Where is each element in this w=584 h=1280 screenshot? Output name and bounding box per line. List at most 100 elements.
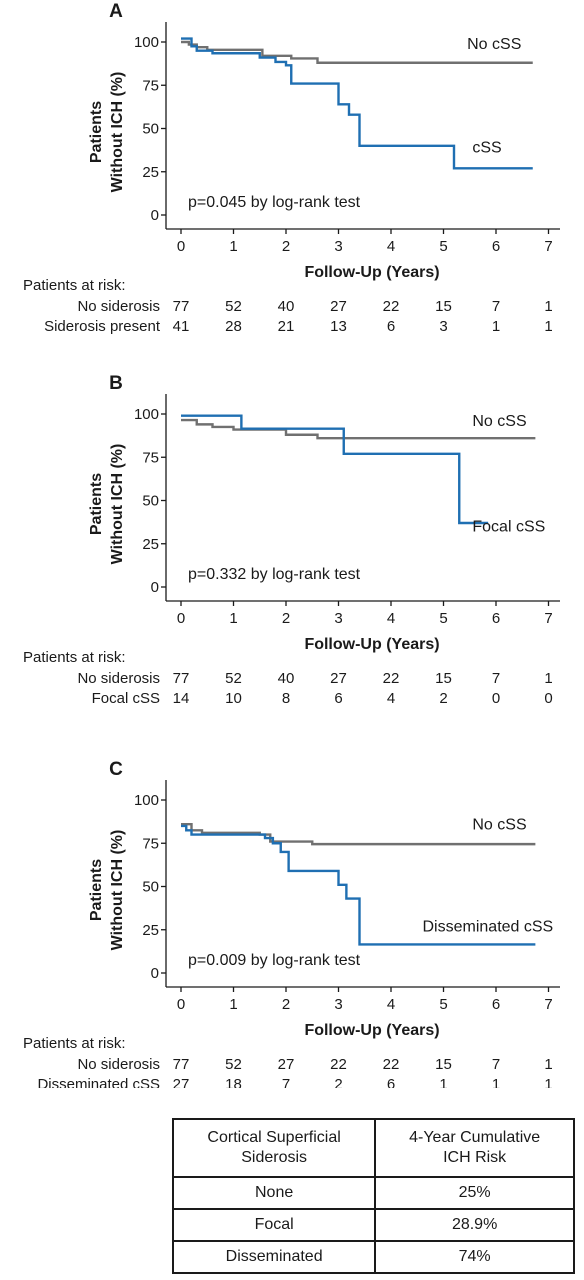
at-risk-count: 15 — [435, 670, 452, 687]
x-tick-label: 2 — [282, 238, 290, 255]
x-tick-label: 4 — [387, 238, 395, 255]
at-risk-count: 52 — [225, 670, 242, 687]
at-risk-count: 52 — [225, 1056, 242, 1073]
x-tick-label: 3 — [334, 996, 342, 1013]
cumulative-risk-table: Cortical Superficial Siderosis 4-Year Cu… — [171, 1118, 575, 1274]
at-risk-count: 4 — [387, 690, 395, 707]
table-cell: 25% — [374, 1176, 575, 1210]
table-row: Disseminated 74% — [171, 1240, 575, 1274]
x-tick-label: 0 — [177, 996, 185, 1013]
at-risk-count: 2 — [439, 690, 447, 707]
x-tick-label: 7 — [544, 610, 552, 627]
at-risk-count: 0 — [492, 690, 500, 707]
at-risk-count: 1 — [544, 298, 552, 315]
y-axis-title: Patients Without ICH (%) — [88, 72, 126, 193]
y-tick-label: 100 — [134, 792, 159, 809]
x-axis-title: Follow-Up (Years) — [304, 1022, 439, 1039]
at-risk-count: 7 — [492, 670, 500, 687]
x-axis-title: Follow-Up (Years) — [304, 264, 439, 281]
y-axis-title: Patients Without ICH (%) — [88, 830, 126, 951]
survival-curve — [181, 37, 533, 170]
at-risk-count: 1 — [544, 1056, 552, 1073]
table-row: None 25% — [171, 1176, 575, 1210]
at-risk-count: 41 — [173, 318, 190, 335]
series-label: No cSS — [472, 413, 526, 430]
at-risk-header: Patients at risk: — [23, 1035, 126, 1052]
x-tick-label: 6 — [492, 996, 500, 1013]
at-risk-count: 14 — [173, 690, 190, 707]
y-tick-label: 0 — [151, 965, 159, 982]
y-axis-title-line1: Patients — [88, 101, 105, 163]
risk-table-header-siderosis: Cortical Superficial Siderosis — [171, 1118, 377, 1178]
x-tick-label: 0 — [177, 610, 185, 627]
x-tick-label: 2 — [282, 610, 290, 627]
y-tick-label: 25 — [142, 536, 159, 553]
at-risk-count: 52 — [225, 298, 242, 315]
at-risk-count: 22 — [383, 1056, 400, 1073]
series-label: No cSS — [472, 816, 526, 833]
y-axis-title: Patients Without ICH (%) — [88, 444, 126, 565]
header-line: ICH Risk — [443, 1149, 507, 1166]
at-risk-count: 1 — [492, 318, 500, 335]
at-risk-row-label: Siderosis present — [44, 318, 161, 335]
at-risk-count: 27 — [330, 298, 347, 315]
risk-table-header-risk: 4-Year Cumulative ICH Risk — [374, 1118, 575, 1178]
at-risk-header: Patients at risk: — [23, 277, 126, 294]
at-risk-count: 1 — [439, 1076, 447, 1088]
kaplan-meier-panel-a: A 0 25 50 75 100 0 1 2 3 4 5 6 7 Follow-Up (Years) Pati… — [23, 1, 560, 335]
y-axis-title-line2: Without ICH (%) — [109, 72, 126, 193]
x-tick-label: 4 — [387, 610, 395, 627]
series-label: Focal cSS — [472, 519, 545, 536]
at-risk-count: 13 — [330, 318, 347, 335]
at-risk-count: 15 — [435, 298, 452, 315]
y-axis-title-line1: Patients — [88, 473, 105, 535]
at-risk-count: 22 — [330, 1056, 347, 1073]
p-value-annotation: p=0.009 by log-rank test — [188, 952, 361, 969]
table-cell: None — [171, 1176, 377, 1210]
y-tick-label: 75 — [142, 449, 159, 466]
at-risk-count: 27 — [173, 1076, 190, 1088]
p-value-annotation: p=0.332 by log-rank test — [188, 566, 361, 583]
at-risk-count: 22 — [383, 298, 400, 315]
table-cell: Disseminated — [171, 1240, 377, 1274]
at-risk-count: 10 — [225, 690, 242, 707]
survival-curve — [181, 824, 536, 946]
p-value-annotation: p=0.045 by log-rank test — [188, 194, 361, 211]
at-risk-count: 77 — [173, 298, 190, 315]
at-risk-count: 15 — [435, 1056, 452, 1073]
header-line: Siderosis — [241, 1149, 308, 1166]
header-line: 4-Year Cumulative — [409, 1129, 541, 1146]
at-risk-count: 21 — [278, 318, 295, 335]
at-risk-count: 18 — [225, 1076, 242, 1088]
kaplan-meier-panel-c: C 0 25 50 75 100 0 1 2 3 4 5 6 7 Follow-Up (Years) Pati… — [23, 759, 560, 1088]
y-tick-label: 100 — [134, 34, 159, 51]
panel-label: C — [109, 759, 123, 780]
at-risk-count: 7 — [282, 1076, 290, 1088]
y-tick-label: 75 — [142, 835, 159, 852]
y-tick-label: 50 — [142, 879, 159, 896]
at-risk-count: 2 — [334, 1076, 342, 1088]
x-tick-label: 3 — [334, 238, 342, 255]
x-tick-label: 1 — [229, 996, 237, 1013]
at-risk-row-label: Disseminated cSS — [37, 1076, 160, 1088]
header-line: Cortical Superficial — [207, 1129, 341, 1146]
survival-curve — [181, 418, 536, 440]
at-risk-count: 40 — [278, 298, 295, 315]
at-risk-count: 6 — [387, 318, 395, 335]
survival-curve — [181, 414, 489, 525]
at-risk-count: 77 — [173, 670, 190, 687]
y-tick-label: 0 — [151, 579, 159, 596]
at-risk-count: 1 — [492, 1076, 500, 1088]
table-cell: 74% — [374, 1240, 575, 1274]
risk-table-header-row: Cortical Superficial Siderosis 4-Year Cu… — [171, 1118, 575, 1178]
y-tick-label: 50 — [142, 121, 159, 138]
at-risk-count: 27 — [330, 670, 347, 687]
y-tick-label: 25 — [142, 164, 159, 181]
at-risk-count: 27 — [278, 1056, 295, 1073]
x-tick-label: 5 — [439, 996, 447, 1013]
x-tick-label: 1 — [229, 610, 237, 627]
at-risk-count: 3 — [439, 318, 447, 335]
x-tick-label: 5 — [439, 610, 447, 627]
y-axis-title-line2: Without ICH (%) — [109, 444, 126, 565]
